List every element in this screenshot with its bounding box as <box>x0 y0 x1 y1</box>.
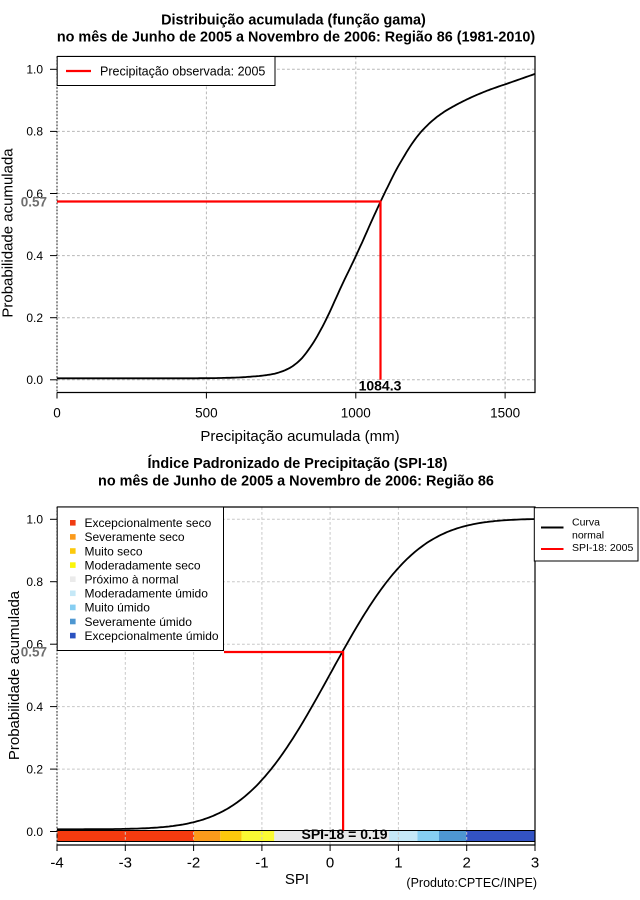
svg-text:0.2: 0.2 <box>26 762 43 776</box>
svg-text:Muito seco: Muito seco <box>85 544 143 558</box>
svg-text:0.8: 0.8 <box>26 575 43 589</box>
svg-text:normal: normal <box>572 530 604 542</box>
svg-text:1: 1 <box>394 855 402 872</box>
svg-text:Índice Padronizado de Precipit: Índice Padronizado de Precipitação (SPI-… <box>148 455 448 472</box>
svg-text:0.4: 0.4 <box>26 700 43 714</box>
svg-text:Moderadamente úmido: Moderadamente úmido <box>85 587 209 601</box>
svg-text:-1: -1 <box>255 855 268 872</box>
svg-text:-2: -2 <box>187 855 200 872</box>
svg-text:Muito úmido: Muito úmido <box>85 601 151 615</box>
svg-text:0.6: 0.6 <box>26 638 43 652</box>
svg-text:Precipitação observada: 2005: Precipitação observada: 2005 <box>100 65 265 79</box>
svg-text:1.0: 1.0 <box>26 513 43 527</box>
svg-text:-3: -3 <box>119 855 132 872</box>
svg-text:0.8: 0.8 <box>26 125 43 139</box>
svg-text:Probabilidade acumulada: Probabilidade acumulada <box>0 148 17 318</box>
svg-text:Precipitação acumulada (mm): Precipitação acumulada (mm) <box>200 428 399 445</box>
svg-text:0.57: 0.57 <box>21 645 47 660</box>
svg-text:SPI-18: 2005: SPI-18: 2005 <box>572 542 633 554</box>
svg-text:Excepcionalmente seco: Excepcionalmente seco <box>85 516 212 530</box>
svg-text:0.0: 0.0 <box>26 373 43 387</box>
svg-text:1084.3: 1084.3 <box>359 378 402 394</box>
svg-text:3: 3 <box>531 855 539 872</box>
svg-text:-4: -4 <box>50 855 63 872</box>
svg-text:Probabilidade acumulada: Probabilidade acumulada <box>6 590 23 760</box>
svg-text:0.4: 0.4 <box>26 249 43 263</box>
svg-text:2: 2 <box>463 855 471 872</box>
svg-text:0.6: 0.6 <box>26 187 43 201</box>
svg-text:Moderadamente seco: Moderadamente seco <box>85 558 201 572</box>
svg-text:(Produto:CPTEC/INPE): (Produto:CPTEC/INPE) <box>406 876 537 890</box>
svg-text:SPI-18 = 0.19: SPI-18 = 0.19 <box>301 826 387 842</box>
svg-text:Distribuição acumulada (função: Distribuição acumulada (função gama) <box>161 13 426 29</box>
svg-text:Curva: Curva <box>572 517 600 529</box>
svg-text:1500: 1500 <box>490 405 520 420</box>
svg-text:0.0: 0.0 <box>26 825 43 839</box>
svg-text:1.0: 1.0 <box>26 63 43 77</box>
svg-text:500: 500 <box>195 405 218 420</box>
svg-text:1000: 1000 <box>341 405 371 420</box>
svg-text:no mês de Junho de 2005 a Nove: no mês de Junho de 2005 a Novembro de 20… <box>98 474 494 490</box>
svg-text:0: 0 <box>53 405 61 420</box>
svg-text:0: 0 <box>326 855 334 872</box>
svg-text:SPI: SPI <box>285 871 309 888</box>
svg-text:Excepcionalmente úmido: Excepcionalmente úmido <box>85 629 219 643</box>
svg-text:Severamente seco: Severamente seco <box>85 530 185 544</box>
svg-text:Severamente úmido: Severamente úmido <box>85 615 193 629</box>
svg-text:no mês de Junho de 2005 a Nove: no mês de Junho de 2005 a Novembro de 20… <box>57 30 535 46</box>
svg-text:0.2: 0.2 <box>26 311 43 325</box>
svg-text:Próximo à normal: Próximo à normal <box>85 573 179 587</box>
svg-text:0.57: 0.57 <box>21 194 47 209</box>
